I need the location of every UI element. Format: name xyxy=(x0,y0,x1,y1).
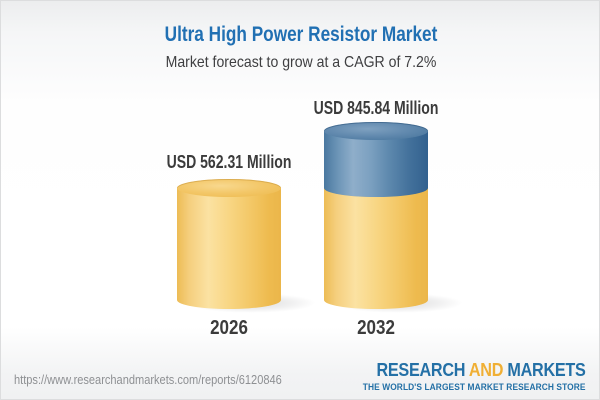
bar-2032-growth-cylinder xyxy=(324,121,428,197)
page-title: Ultra High Power Resistor Market xyxy=(164,23,438,46)
logo-word-research: RESEARCH xyxy=(376,360,466,380)
bar-2026-cylinder xyxy=(177,178,281,309)
category-label-2026: 2026 xyxy=(210,317,248,339)
report-url: https://www.researchandmarkets.com/repor… xyxy=(14,372,282,387)
value-label-2026: USD 562.31 Million xyxy=(166,152,292,172)
logo-word-markets: MARKETS xyxy=(507,360,586,380)
page-subtitle: Market forecast to grow at a CAGR of 7.2… xyxy=(165,54,437,71)
bar-2032-base-cylinder xyxy=(324,178,428,309)
category-label-2032: 2032 xyxy=(357,317,395,339)
logo-wordmark: RESEARCH AND MARKETS xyxy=(370,360,586,381)
value-label-2032: USD 845.84 Million xyxy=(313,98,439,118)
logo-tagline: THE WORLD'S LARGEST MARKET RESEARCH STOR… xyxy=(363,382,586,392)
logo-word-and: AND xyxy=(469,360,504,380)
research-and-markets-logo: RESEARCH AND MARKETS THE WORLD'S LARGEST… xyxy=(346,360,586,392)
